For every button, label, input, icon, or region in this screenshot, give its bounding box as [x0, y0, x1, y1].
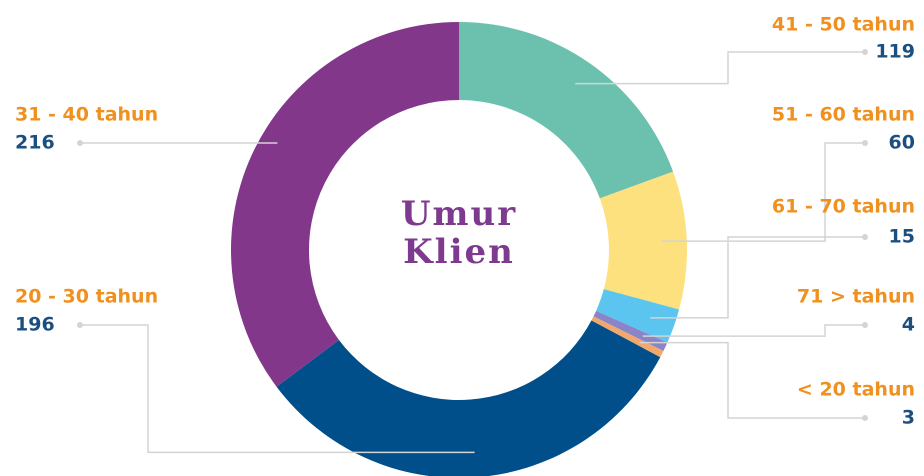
donut-slice: [593, 310, 668, 351]
leader-line: [661, 142, 865, 242]
donut-slice: [276, 320, 661, 476]
donut-slice: [596, 289, 680, 343]
donut-slice: [459, 22, 674, 199]
chart-title: Umur Klien: [401, 194, 517, 272]
slice-value: 3: [902, 407, 915, 429]
leader-dot: [77, 322, 83, 328]
leader-dot: [862, 415, 868, 421]
slice-label: 20 - 30 tahun: [15, 286, 158, 308]
slice-value: 119: [875, 41, 915, 63]
leader-dot: [862, 140, 868, 146]
leader-line: [575, 51, 865, 85]
donut-slice: [599, 171, 687, 310]
slice-label: 41 - 50 tahun: [772, 14, 915, 36]
slice-value: 15: [889, 226, 915, 248]
slice-label: 31 - 40 tahun: [15, 104, 158, 126]
donut-slice: [231, 22, 459, 387]
leader-line: [639, 341, 865, 419]
slice-label: 61 - 70 tahun: [772, 196, 915, 218]
leader-dot: [862, 49, 868, 55]
slice-label: 51 - 60 tahun: [772, 104, 915, 126]
slice-value: 216: [15, 132, 55, 154]
slice-value: 4: [902, 314, 915, 336]
slice-value: 60: [889, 132, 915, 154]
slice-value: 196: [15, 314, 55, 336]
leader-line: [80, 324, 475, 454]
leader-dot: [862, 322, 868, 328]
slice-label: < 20 tahun: [797, 379, 915, 401]
leader-line: [650, 236, 865, 319]
leader-line: [642, 324, 865, 337]
leader-dot: [77, 140, 83, 146]
donut-slice: [591, 316, 664, 358]
leader-dot: [862, 234, 868, 240]
slice-label: 71 > tahun: [797, 286, 915, 308]
